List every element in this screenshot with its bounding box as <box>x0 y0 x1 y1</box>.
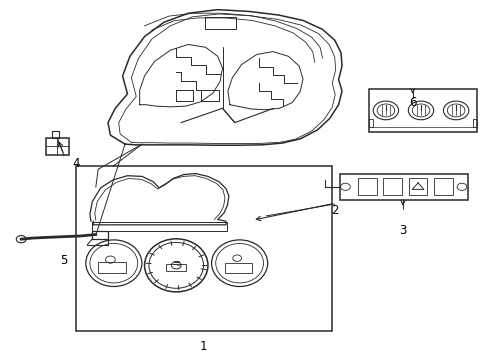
Text: 1: 1 <box>199 340 206 353</box>
Text: 2: 2 <box>330 204 338 217</box>
Bar <box>224 263 251 273</box>
Text: 5: 5 <box>61 254 68 267</box>
Bar <box>368 89 476 132</box>
Bar <box>383 178 401 195</box>
Bar <box>92 231 108 239</box>
Bar <box>408 178 427 195</box>
Bar <box>52 131 59 138</box>
Bar <box>339 174 467 200</box>
Bar <box>433 178 452 195</box>
Bar <box>92 222 227 231</box>
Bar <box>368 119 372 127</box>
Bar <box>357 178 376 195</box>
Bar <box>165 264 185 271</box>
Text: 3: 3 <box>399 224 406 237</box>
Bar <box>76 166 331 331</box>
Text: 4: 4 <box>72 157 80 170</box>
Bar <box>45 138 69 155</box>
Bar <box>98 262 126 273</box>
Text: 6: 6 <box>408 96 416 109</box>
Bar <box>204 17 236 30</box>
Bar <box>472 119 476 127</box>
